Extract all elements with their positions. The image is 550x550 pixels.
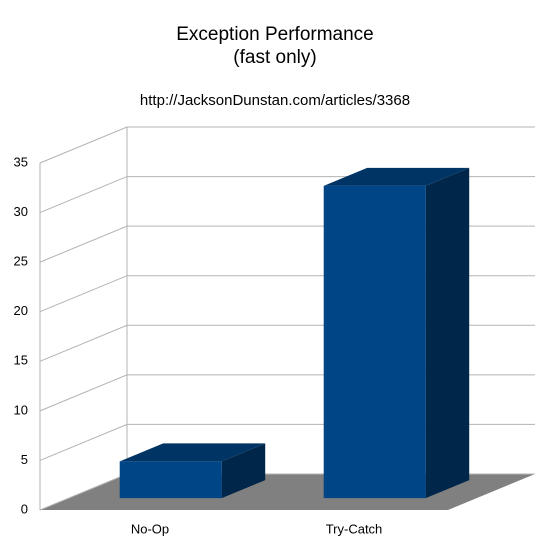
bar-top (119, 443, 266, 462)
x-tick-label: No-Op (131, 521, 169, 536)
annotation: http://JacksonDunstan.com/articles/3368 (140, 92, 410, 109)
y-tick-label: 10 (14, 402, 28, 417)
y-tick-label: 5 (21, 452, 28, 467)
grid-line (39, 126, 535, 164)
y-tick-label: 25 (14, 254, 28, 269)
bar (323, 167, 470, 499)
bar-side (221, 443, 266, 499)
y-tick-label: 30 (14, 204, 28, 219)
bar-front (119, 461, 222, 499)
bar-side (425, 167, 470, 499)
chart-subtitle: (fast only) (233, 47, 316, 68)
bar-top (323, 167, 470, 186)
y-tick-label: 0 (21, 501, 28, 516)
y-tick-label: 20 (14, 303, 28, 318)
x-tick-label: Try-Catch (326, 521, 383, 536)
chart-title: Exception Performance (176, 24, 374, 45)
bar (119, 443, 266, 499)
y-tick-label: 35 (14, 154, 28, 169)
bar-front (323, 185, 426, 499)
y-tick-label: 15 (14, 353, 28, 368)
